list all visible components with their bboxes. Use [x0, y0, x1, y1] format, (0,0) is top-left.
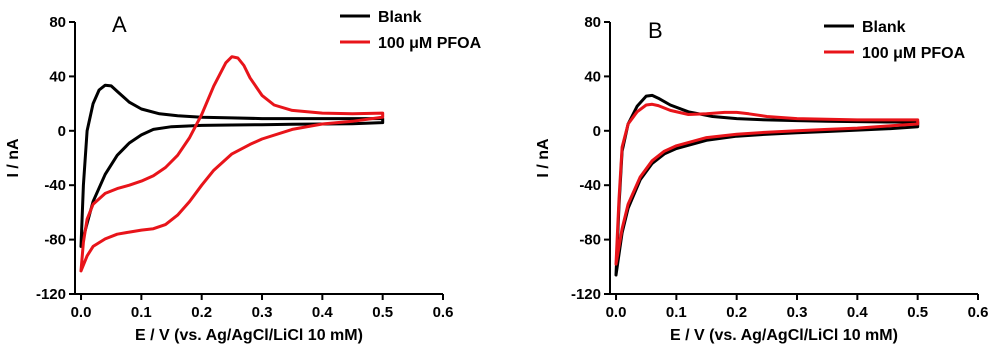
- series-line-blank: [79, 83, 385, 248]
- panel-label: A: [112, 12, 127, 37]
- x-tick-label: 0.2: [191, 304, 212, 321]
- x-tick-label: 0.6: [968, 304, 989, 321]
- x-tick-label: 0.1: [131, 304, 152, 321]
- x-tick-label: 0.3: [252, 304, 273, 321]
- legend-label: 100 μM PFOA: [862, 45, 966, 62]
- series-line-blank: [614, 93, 920, 277]
- x-tick-label: 0.0: [606, 304, 627, 321]
- legend-label: Blank: [862, 19, 906, 36]
- y-tick-label: 0: [593, 123, 601, 140]
- y-tick-label: 80: [584, 14, 601, 31]
- y-axis-title: I / nA: [535, 138, 552, 178]
- cv-panel-b: 0.0 0.1 0.2 0.3 0.4 0.5 0.6 -120 -80 -40 0 40 80 E / …: [535, 14, 988, 344]
- y-tick-label: -80: [579, 232, 601, 249]
- cv-panel-a: 0.0 0.1 0.2 0.3 0.4 0.5 0.6 -120 -80 -40 0 40 80 E / …: [5, 9, 482, 344]
- y-tick-label: 80: [49, 14, 66, 31]
- y-tick-label: -120: [36, 286, 66, 303]
- y-tick-label: 40: [584, 68, 601, 85]
- y-axis-title: I / nA: [5, 138, 22, 178]
- y-tick-label: -120: [571, 286, 601, 303]
- x-tick-label: 0.4: [312, 304, 334, 321]
- y-tick-label: -80: [44, 232, 66, 249]
- x-tick-label: 0.6: [433, 304, 454, 321]
- legend-label: Blank: [378, 9, 422, 26]
- y-tick-label: -40: [44, 177, 66, 194]
- y-tick-label: 40: [49, 68, 66, 85]
- x-tick-label: 0.2: [726, 304, 747, 321]
- y-tick-label: 0: [58, 123, 66, 140]
- x-tick-label: 0.0: [71, 304, 92, 321]
- x-tick-label: 0.5: [907, 304, 928, 321]
- x-axis-title: E / V (vs. Ag/AgCl/LiCl 10 mM): [670, 327, 898, 344]
- x-axis-title: E / V (vs. Ag/AgCl/LiCl 10 mM): [135, 327, 363, 344]
- x-tick-label: 0.1: [666, 304, 687, 321]
- x-tick-label: 0.3: [787, 304, 808, 321]
- panel-label: B: [648, 18, 663, 43]
- y-tick-label: -40: [579, 177, 601, 194]
- x-tick-label: 0.5: [372, 304, 393, 321]
- series-line-pfoa: [79, 55, 385, 273]
- x-tick-label: 0.4: [847, 304, 869, 321]
- legend-label: 100 μM PFOA: [378, 35, 482, 52]
- series-line-pfoa: [614, 102, 920, 266]
